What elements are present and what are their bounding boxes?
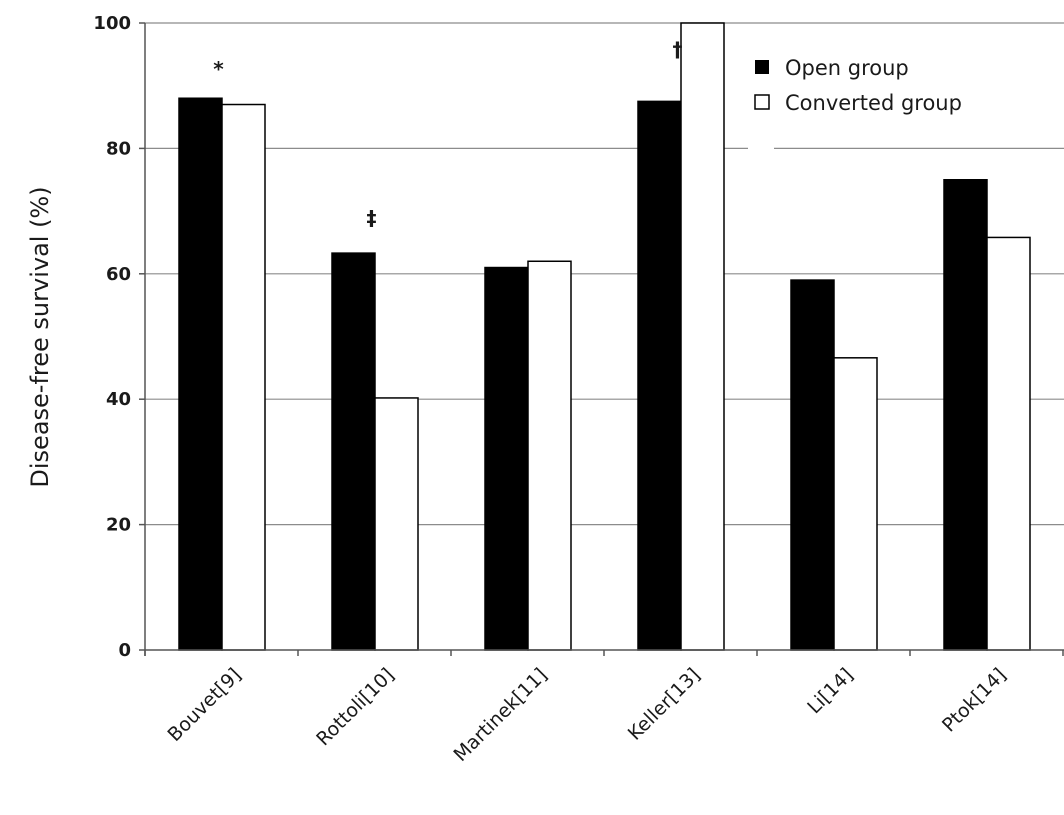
y-tick-label-0: 0 xyxy=(118,640,131,661)
bar-converted-4 xyxy=(833,357,878,651)
bar-open-3 xyxy=(637,100,682,651)
legend-label-converted: Converted group xyxy=(785,91,962,115)
y-tick-label-20: 20 xyxy=(106,515,131,536)
bar-open-4 xyxy=(790,279,835,651)
legend: Open group Converted group xyxy=(748,56,962,170)
bar-open-0 xyxy=(178,97,223,651)
annotation-2: † xyxy=(673,37,683,61)
bar-open-5 xyxy=(943,179,988,651)
legend-background xyxy=(748,60,774,170)
x-tick-label-5: Ptok[14] xyxy=(938,664,1011,737)
annotation-0: * xyxy=(213,57,224,81)
x-tick-label-4: Li[14] xyxy=(803,664,857,718)
legend-swatch-converted xyxy=(754,94,770,110)
y-tick-label-60: 60 xyxy=(106,264,131,285)
y-tick-label-40: 40 xyxy=(106,389,131,410)
y-tick-label-100: 100 xyxy=(93,13,131,34)
grid-lines xyxy=(145,22,1064,526)
x-tick-label-1: Rottoli[10] xyxy=(312,664,398,750)
bar-converted-5 xyxy=(986,236,1031,651)
bar-open-2 xyxy=(484,266,529,651)
annotations: * ‡ † xyxy=(213,37,682,230)
bar-converted-3 xyxy=(680,22,725,651)
bar-converted-1 xyxy=(374,397,419,651)
bar-converted-0 xyxy=(221,103,266,651)
bar-open-1 xyxy=(331,252,376,651)
x-tick-labels: Bouvet[9] Rottoli[10] Martinek[11] Keller[1… xyxy=(164,664,1011,766)
legend-swatch-open xyxy=(755,60,769,74)
x-tick-label-2: Martinek[11] xyxy=(449,664,551,766)
y-tick-label-80: 80 xyxy=(106,138,131,159)
annotation-1: ‡ xyxy=(367,206,377,230)
legend-label-open: Open group xyxy=(785,56,909,80)
bar-converted-2 xyxy=(527,260,572,651)
x-tick-label-0: Bouvet[9] xyxy=(164,664,246,746)
bars xyxy=(178,22,1031,651)
y-tick-labels: 0 20 40 60 80 100 xyxy=(93,13,131,661)
axes xyxy=(139,22,1064,656)
x-tick-label-3: Keller[13] xyxy=(624,664,705,745)
y-axis-label: Disease-free survival (%) xyxy=(26,186,54,487)
